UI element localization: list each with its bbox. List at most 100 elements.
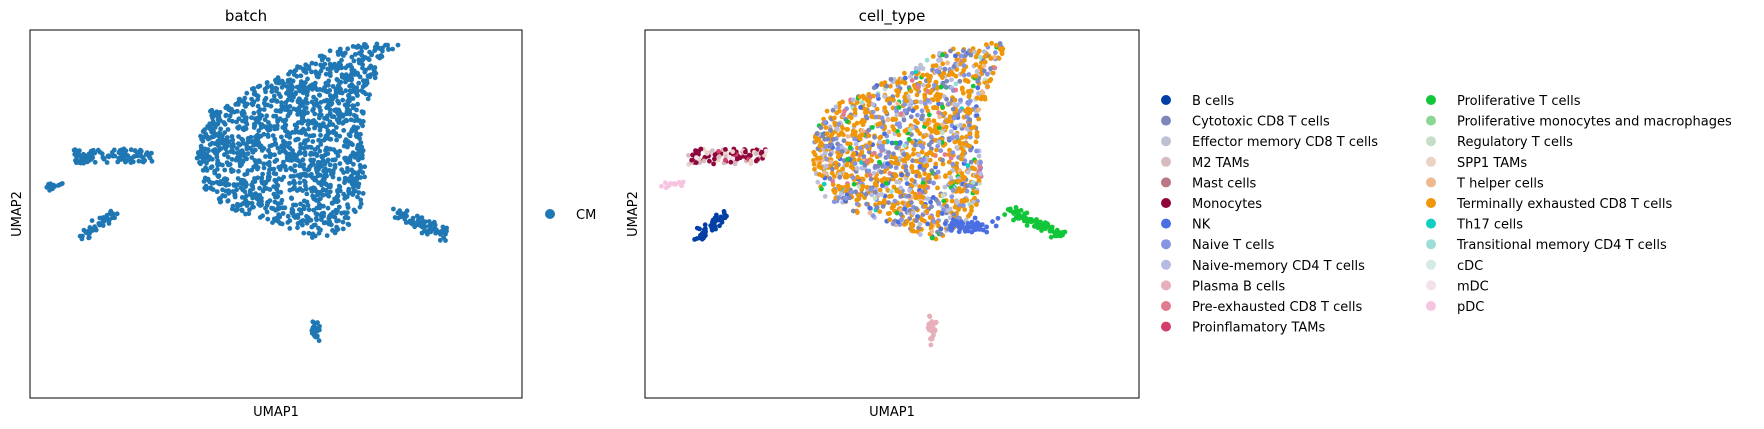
scatter-point bbox=[275, 76, 281, 82]
scatter-point bbox=[335, 193, 341, 199]
scatter-point bbox=[201, 156, 207, 162]
scatter-point bbox=[880, 183, 885, 189]
scatter-point bbox=[928, 199, 933, 205]
scatter-point bbox=[825, 136, 831, 142]
scatter-point bbox=[72, 147, 78, 153]
scatter-point bbox=[217, 130, 223, 136]
scatter-point bbox=[199, 136, 205, 142]
scatter-point bbox=[880, 200, 886, 206]
scatter-point bbox=[337, 115, 342, 120]
scatter-point bbox=[367, 49, 372, 55]
legend-marker bbox=[1161, 321, 1171, 332]
scatter-point bbox=[959, 145, 964, 151]
scatter-point bbox=[270, 133, 276, 139]
scatter-point bbox=[959, 224, 965, 230]
scatter-point bbox=[85, 230, 90, 235]
scatter-point bbox=[899, 172, 904, 178]
scatter-point bbox=[976, 48, 982, 54]
scatter-point bbox=[910, 210, 916, 216]
scatter-point bbox=[303, 105, 309, 111]
scatter-point bbox=[902, 128, 908, 134]
scatter-point bbox=[903, 168, 909, 174]
scatter-point bbox=[359, 57, 365, 63]
scatter-point bbox=[310, 139, 316, 144]
scatter-point bbox=[301, 230, 307, 236]
scatter-point bbox=[932, 328, 938, 334]
scatter-point bbox=[289, 196, 295, 201]
scatter-point bbox=[327, 88, 333, 93]
scatter-point bbox=[934, 122, 939, 127]
scatter-point bbox=[217, 199, 223, 205]
scatter-point bbox=[942, 111, 948, 116]
scatter-point bbox=[824, 131, 830, 137]
scatter-point bbox=[214, 154, 220, 160]
scatter-point bbox=[947, 170, 952, 176]
scatter-point bbox=[360, 148, 366, 153]
scatter-point bbox=[951, 212, 957, 217]
scatter-point bbox=[334, 64, 340, 69]
scatter-point bbox=[110, 153, 116, 159]
scatter-point bbox=[907, 127, 913, 133]
scatter-point bbox=[214, 179, 220, 185]
scatter-point bbox=[868, 187, 874, 192]
scatter-point bbox=[918, 62, 923, 68]
scatter-point bbox=[993, 223, 999, 229]
scatter-point bbox=[304, 191, 310, 197]
scatter-point bbox=[251, 99, 257, 105]
scatter-point bbox=[828, 133, 834, 139]
scatter-point bbox=[890, 116, 896, 122]
scatter-point bbox=[934, 147, 939, 153]
scatter-point bbox=[910, 151, 916, 157]
scatter-point bbox=[81, 151, 86, 157]
scatter-point bbox=[887, 100, 893, 106]
scatter-point bbox=[255, 97, 261, 102]
scatter-point bbox=[323, 188, 329, 193]
scatter-point bbox=[755, 157, 760, 162]
scatter-point bbox=[909, 78, 915, 83]
scatter-point bbox=[258, 143, 264, 149]
scatter-point bbox=[864, 115, 870, 121]
scatter-point bbox=[321, 137, 327, 143]
scatter-point bbox=[910, 108, 916, 114]
scatter-point bbox=[212, 168, 218, 174]
panel-title: batch bbox=[225, 7, 267, 25]
scatter-point bbox=[73, 153, 79, 159]
scatter-point bbox=[275, 189, 281, 195]
scatter-point bbox=[244, 142, 249, 148]
scatter-point bbox=[316, 166, 321, 172]
scatter-point bbox=[286, 144, 291, 150]
scatter-point bbox=[964, 126, 970, 132]
scatter-point bbox=[978, 160, 983, 165]
scatter-point bbox=[856, 184, 862, 190]
scatter-point bbox=[958, 189, 963, 194]
scatter-point bbox=[126, 156, 132, 161]
scatter-point bbox=[358, 197, 364, 203]
scatter-point bbox=[307, 164, 313, 170]
scatter-point bbox=[235, 201, 240, 207]
scatter-point bbox=[828, 159, 834, 165]
scatter-point bbox=[901, 152, 907, 157]
scatter-point bbox=[262, 102, 268, 108]
scatter-point bbox=[818, 165, 824, 171]
scatter-point bbox=[272, 98, 278, 103]
scatter-point bbox=[355, 101, 360, 107]
scatter-point bbox=[294, 136, 300, 142]
scatter-point bbox=[211, 128, 216, 134]
legend-marker bbox=[1426, 218, 1436, 229]
scatter-point bbox=[284, 151, 290, 157]
scatter-point bbox=[845, 183, 851, 189]
scatter-point bbox=[914, 99, 919, 105]
scatter-point bbox=[864, 158, 870, 164]
scatter-point bbox=[283, 140, 288, 146]
scatter-point bbox=[203, 165, 209, 171]
scatter-point bbox=[967, 92, 972, 98]
scatter-point bbox=[284, 133, 290, 139]
scatter-point bbox=[335, 153, 341, 159]
scatter-point bbox=[313, 151, 319, 157]
scatter-point bbox=[303, 80, 308, 85]
scatter-point bbox=[940, 104, 945, 110]
scatter-point bbox=[390, 46, 395, 52]
scatter-point bbox=[848, 164, 854, 170]
scatter-point bbox=[710, 217, 716, 223]
scatter-point bbox=[947, 147, 952, 153]
